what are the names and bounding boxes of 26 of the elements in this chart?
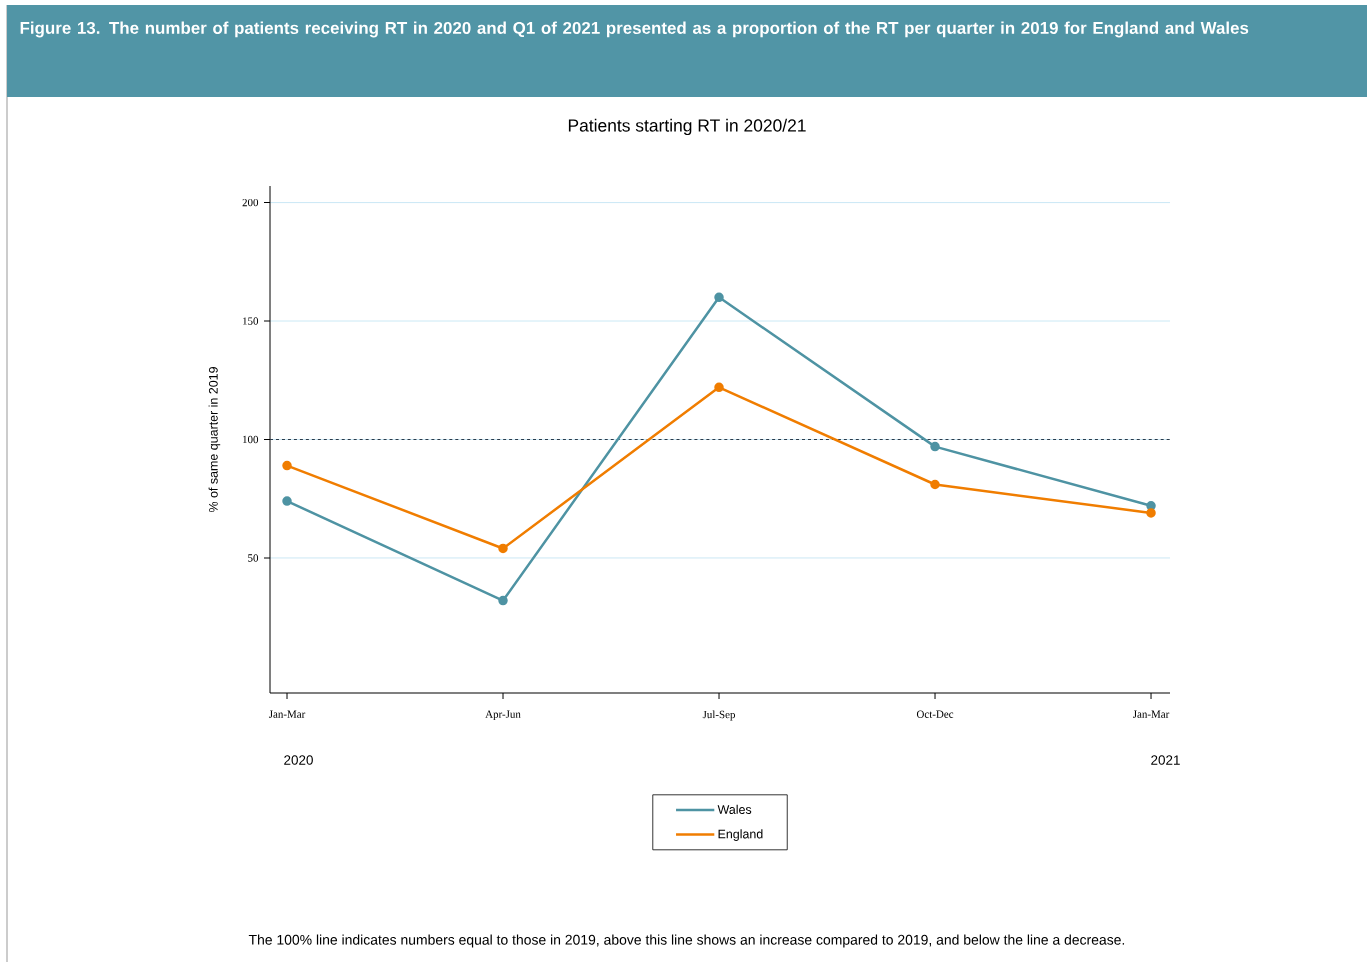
- x-tick-label: Jan-Mar: [268, 710, 306, 718]
- point: [930, 441, 940, 452]
- x-tick-label: Jan-Mar: [1133, 710, 1170, 718]
- legend-label: England: [718, 829, 763, 841]
- text: The 100% line indicates numbers equal to those in 2019, above this line shows an increase compared to 2019, and below the line a decrease.: [248, 934, 1125, 948]
- x-tick-label: Oct-Dec: [916, 710, 954, 718]
- point: [930, 479, 940, 490]
- point: [498, 595, 508, 606]
- y-axis-title: % of same quarter in 2019: [208, 367, 221, 513]
- point: [282, 496, 292, 506]
- x-tick-label: Jul-Sep: [702, 710, 736, 721]
- text: 2021: [1151, 755, 1180, 765]
- point: [714, 382, 724, 393]
- legend-label: Wales: [717, 804, 752, 814]
- y-tick-label: 150: [243, 317, 259, 325]
- y-tick-label: 100: [243, 435, 259, 444]
- chart-title: Figure 13. The number of patients receiving RT in 2020 and Q1 of 2021 presented as a proportion of the RT per quarter in 2019 for England and Wales: [20, 21, 1249, 38]
- text: 2020: [284, 755, 313, 765]
- chart-subtitle: Patients starting RT in 2020/21: [568, 118, 806, 136]
- x-tick-label: Apr-Jun: [485, 710, 521, 721]
- y-tick-label: 50: [248, 554, 259, 562]
- point: [714, 292, 724, 303]
- point: [498, 543, 508, 554]
- y-tick-label: 200: [242, 198, 259, 207]
- point: [1146, 508, 1156, 518]
- point: [282, 460, 292, 471]
